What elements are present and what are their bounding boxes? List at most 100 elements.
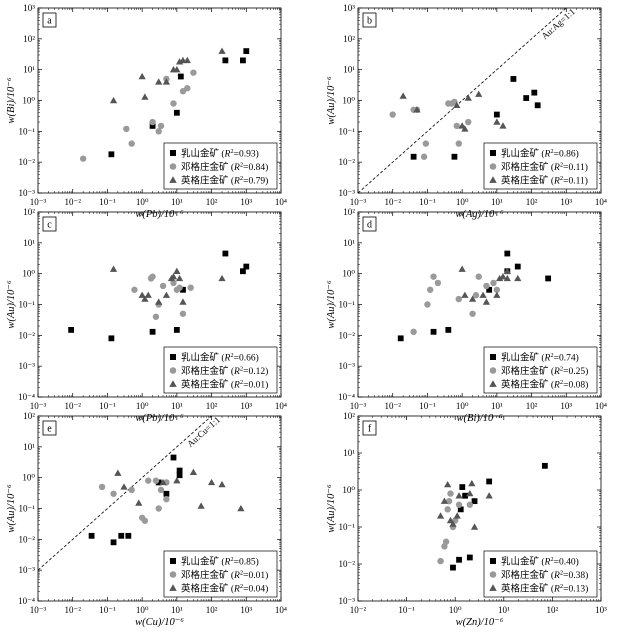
- legend-entry: 乳山金矿 (R2=0.66): [181, 352, 259, 364]
- data-point: [493, 291, 501, 298]
- data-point: [118, 532, 125, 539]
- panel-label-box: [42, 420, 57, 436]
- data-point: [461, 291, 469, 298]
- data-point: [170, 454, 177, 461]
- data-point: [461, 125, 469, 132]
- y-axis-label: w(Bi)/10⁻⁶: [6, 77, 17, 123]
- x-tick-label: 10⁴: [275, 605, 287, 615]
- data-point: [453, 512, 461, 519]
- data-point: [389, 111, 396, 118]
- data-point: [444, 506, 451, 513]
- data-point: [451, 153, 458, 160]
- series-triangle: [436, 479, 493, 530]
- data-point: [466, 501, 474, 508]
- data-point: [471, 498, 478, 505]
- legend-marker-circle: [489, 367, 497, 374]
- data-point: [128, 140, 135, 147]
- data-point: [459, 484, 466, 490]
- x-tick-label: 10³: [240, 605, 252, 615]
- x-tick-label: 10¹: [498, 605, 510, 615]
- data-point: [545, 275, 552, 282]
- chart-panel-b: 10⁻³ 10⁻² 10⁻¹ 10⁰ 10¹ 10² 10³ 10⁴ 10⁻³ 10⁻² 10⁻¹ 1…: [326, 3, 607, 220]
- data-point: [450, 564, 456, 571]
- y-tick-label: 10¹: [343, 238, 355, 248]
- series-square: [450, 462, 548, 571]
- x-tick-label: 10⁰: [136, 605, 149, 615]
- y-tick-label: 10²: [23, 411, 35, 421]
- x-tick-label: 10²: [206, 197, 218, 207]
- data-point: [493, 286, 501, 293]
- data-point: [109, 265, 118, 272]
- data-point: [462, 492, 469, 499]
- legend-entry: 邓格庄金矿 (R2=0.11): [501, 161, 588, 173]
- series-square: [68, 250, 250, 342]
- x-tick-label: 10⁻²: [64, 401, 81, 411]
- data-point: [152, 477, 160, 484]
- legend-marker-triangle: [169, 584, 177, 591]
- data-point: [531, 89, 538, 96]
- plot-frame: [357, 415, 602, 602]
- legend-entry: 英格庄金矿 (R2=0.13): [501, 583, 588, 595]
- data-point: [444, 480, 452, 488]
- data-point: [237, 504, 245, 512]
- x-tick-label: 10⁰: [449, 605, 462, 615]
- legend-entry: 乳山金矿 (R2=0.85): [181, 556, 259, 568]
- data-point: [445, 327, 452, 333]
- reference-line-label: Au:Cu=1:1: [185, 415, 222, 449]
- y-tick-label: 10⁻²: [19, 157, 36, 167]
- data-point: [173, 66, 181, 73]
- data-point: [218, 47, 226, 54]
- data-point: [222, 250, 229, 257]
- data-point: [179, 298, 187, 305]
- data-point: [179, 310, 187, 317]
- data-point: [135, 499, 143, 506]
- reference-line-label: Au:Ag=1:1: [540, 6, 577, 41]
- data-point: [468, 479, 476, 487]
- data-point: [422, 140, 430, 147]
- x-axis-label: w(Pb)/10⁻⁶: [135, 209, 184, 220]
- data-point: [144, 291, 152, 298]
- data-point: [141, 295, 149, 302]
- series-triangle: [114, 468, 245, 512]
- legend-marker-circle: [169, 571, 177, 578]
- y-axis-label: w(Au)/10⁻⁶: [6, 484, 17, 533]
- legend-marker-triangle: [169, 380, 177, 387]
- reference-line: [357, 7, 567, 194]
- legend-marker-triangle: [489, 380, 497, 387]
- data-point: [159, 478, 167, 486]
- x-tick-label: 10⁻³: [350, 401, 367, 411]
- data-point: [541, 462, 548, 469]
- x-tick-label: 10³: [240, 401, 252, 411]
- data-point: [397, 335, 404, 342]
- data-point: [175, 274, 184, 282]
- y-tick-label: 10²: [343, 34, 355, 44]
- y-tick-label: 10⁻²: [339, 559, 356, 569]
- legend-marker-circle: [489, 163, 497, 170]
- y-tick-label: 10⁰: [22, 269, 35, 279]
- data-point: [469, 310, 476, 317]
- data-point: [155, 78, 163, 85]
- data-point: [173, 327, 180, 333]
- data-point: [490, 279, 497, 287]
- data-point: [410, 153, 417, 160]
- y-axis-label: w(Au)/10⁻⁶: [326, 76, 337, 125]
- data-point: [449, 520, 457, 527]
- data-point: [176, 467, 183, 474]
- y-tick-label: 10⁻¹: [339, 300, 356, 310]
- y-tick-label: 10³: [343, 3, 355, 13]
- panel-label-box: [42, 12, 57, 28]
- y-tick-label: 10¹: [23, 65, 35, 75]
- legend-entry: 英格庄金矿 (R2=0.08): [501, 379, 588, 391]
- y-tick-label: 10⁻¹: [339, 126, 356, 136]
- data-point: [493, 118, 501, 125]
- x-tick-label: 10⁰: [456, 197, 469, 207]
- data-point: [410, 328, 417, 336]
- x-tick-label: 10⁻¹: [419, 197, 436, 207]
- data-point: [445, 497, 453, 505]
- x-tick-label: 10⁻¹: [99, 401, 116, 411]
- legend: 乳山金矿 (R2=0.86)邓格庄金矿 (R2=0.11) 英格庄金矿 (R2=0…: [483, 142, 598, 190]
- data-point: [472, 292, 480, 299]
- data-point: [120, 483, 128, 490]
- x-tick-label: 10⁻¹: [99, 197, 116, 207]
- data-point: [430, 273, 437, 280]
